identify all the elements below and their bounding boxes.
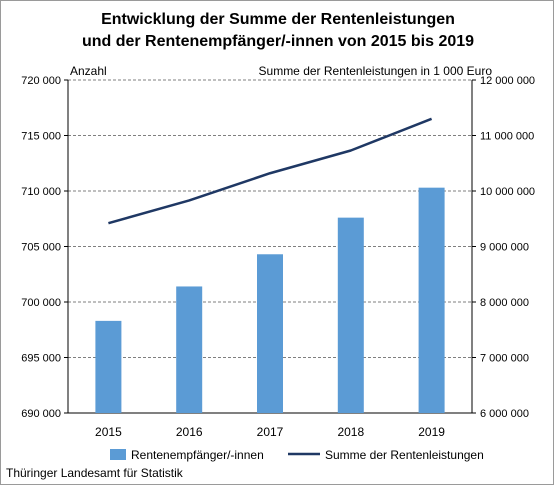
left-tick-label: 700 000 — [21, 297, 61, 309]
chart-title-line-1: Entwicklung der Summe der Rentenleistung… — [101, 11, 455, 28]
category-label-2018: 2018 — [337, 425, 364, 439]
left-tick-label: 720 000 — [21, 75, 61, 87]
legend-bar-swatch — [110, 449, 126, 460]
right-tick-label: 7 000 000 — [480, 353, 529, 365]
line-series-rentenleistungen — [108, 117, 433, 225]
left-tick-label: 695 000 — [21, 353, 61, 365]
left-tick-label: 705 000 — [21, 242, 61, 254]
bar-2015 — [95, 320, 122, 413]
bar-2016 — [176, 286, 203, 413]
right-tick-label: 8 000 000 — [480, 297, 529, 309]
left-tick-label: 690 000 — [21, 408, 61, 420]
right-tick-label: 12 000 000 — [480, 75, 535, 87]
bar-2019 — [418, 187, 445, 413]
bar-2018 — [337, 217, 364, 413]
legend-line-label: Summe der Rentenleistungen — [325, 448, 484, 462]
category-label-2016: 2016 — [176, 425, 203, 439]
category-label-2015: 2015 — [95, 425, 122, 439]
right-tick-label: 9 000 000 — [480, 242, 529, 254]
legend-bar-label: Rentenempfänger/-innen — [131, 448, 264, 462]
right-tick-label: 6 000 000 — [480, 408, 529, 420]
left-axis-label: Anzahl — [70, 64, 107, 78]
category-label-2017: 2017 — [257, 425, 284, 439]
right-axis-label: Summe der Rentenleistungen in 1 000 Euro — [258, 64, 492, 78]
category-label-2019: 2019 — [418, 425, 445, 439]
source-note: Thüringer Landesamt für Statistik — [6, 466, 183, 480]
right-tick-label: 11 000 000 — [480, 131, 534, 143]
chart-title-line-2: und der Rentenempfänger/-innen von 2015 … — [81, 33, 475, 50]
left-tick-label: 710 000 — [21, 186, 61, 198]
right-tick-label: 10 000 000 — [480, 186, 535, 198]
bar-2017 — [257, 254, 283, 413]
left-tick-label: 715 000 — [21, 131, 61, 143]
